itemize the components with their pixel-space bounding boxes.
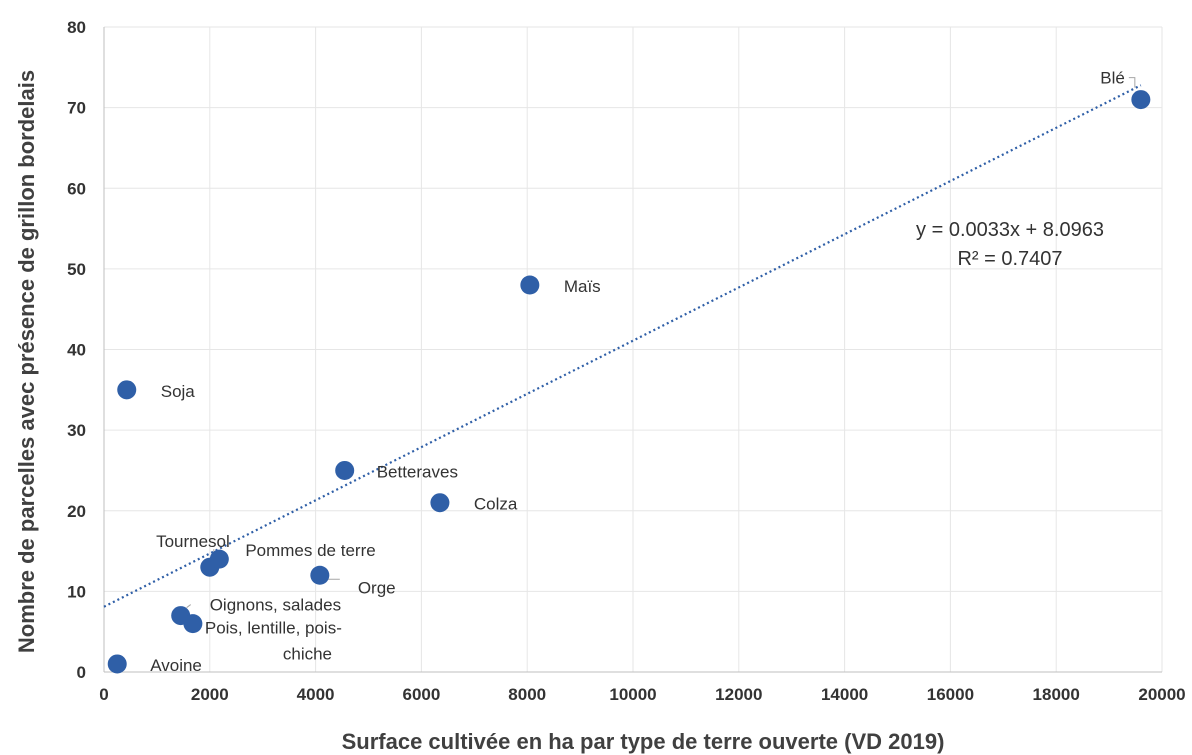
x-tick-label: 2000 xyxy=(191,685,229,704)
x-tick-label: 16000 xyxy=(927,685,974,704)
data-point xyxy=(335,460,355,480)
point-label: Oignons, salades xyxy=(210,596,341,615)
point-label-line: chiche xyxy=(283,645,332,664)
y-tick-label: 30 xyxy=(67,421,86,440)
y-tick-label: 10 xyxy=(67,582,86,601)
leader-line xyxy=(1128,77,1136,88)
point-label: Blé xyxy=(1100,69,1125,88)
x-tick-label: 18000 xyxy=(1033,685,1080,704)
grid xyxy=(104,26,1163,672)
x-tick-label: 4000 xyxy=(297,685,335,704)
y-tick-label: 50 xyxy=(67,260,86,279)
point-label: Colza xyxy=(474,495,518,514)
x-tick-label: 6000 xyxy=(402,685,440,704)
point-label: Maïs xyxy=(564,277,601,296)
x-tick-label: 12000 xyxy=(715,685,762,704)
y-tick-label: 20 xyxy=(67,502,86,521)
data-point xyxy=(107,654,127,674)
point-label: Pois, lentille, pois-chiche xyxy=(205,619,342,664)
y-tick-label: 60 xyxy=(67,179,86,198)
leader-line xyxy=(186,604,192,608)
trendline-r-squared: R² = 0.7407 xyxy=(957,248,1062,270)
x-tick-label: 14000 xyxy=(821,685,868,704)
data-point xyxy=(310,565,330,585)
axes: 0 2000 4000 6000 8000 10000 12000 14000 16000 180… xyxy=(67,18,1186,704)
point-label: Pommes de terre xyxy=(245,541,375,560)
y-tick-label: 0 xyxy=(77,663,86,682)
y-tick-label: 80 xyxy=(67,18,86,37)
data-point xyxy=(430,493,450,513)
point-label: Avoine xyxy=(150,656,202,675)
point-label: Tournesol xyxy=(156,532,230,551)
trendline-equation: y = 0.0033x + 8.0963 xyxy=(916,219,1104,241)
x-axis-title: Surface cultivée en ha par type de terre… xyxy=(342,729,945,754)
data-point xyxy=(1131,90,1151,110)
data-point xyxy=(209,549,229,569)
y-tick-label: 40 xyxy=(67,341,86,360)
point-label: Soja xyxy=(161,382,196,401)
x-tick-label: 8000 xyxy=(508,685,546,704)
leader-lines xyxy=(186,77,1136,616)
point-labels: Blé Maïs Soja Betteraves Colza Tournesol Pomme… xyxy=(150,69,1125,675)
y-tick-label: 70 xyxy=(67,99,86,118)
point-label: Betteraves xyxy=(377,462,458,481)
data-point xyxy=(117,380,137,400)
trendline xyxy=(103,84,1142,608)
y-axis-title: Nombre de parcelles avec présence de gri… xyxy=(14,70,39,653)
data-point xyxy=(183,614,203,634)
data-point xyxy=(520,275,540,295)
point-label: Orge xyxy=(358,578,396,597)
trendline-group xyxy=(103,84,1142,608)
data-points xyxy=(107,90,1151,674)
point-label-line: Pois, lentille, pois- xyxy=(205,619,342,638)
x-tick-label: 0 xyxy=(99,685,108,704)
x-tick-label: 10000 xyxy=(609,685,656,704)
x-tick-label: 20000 xyxy=(1138,685,1185,704)
